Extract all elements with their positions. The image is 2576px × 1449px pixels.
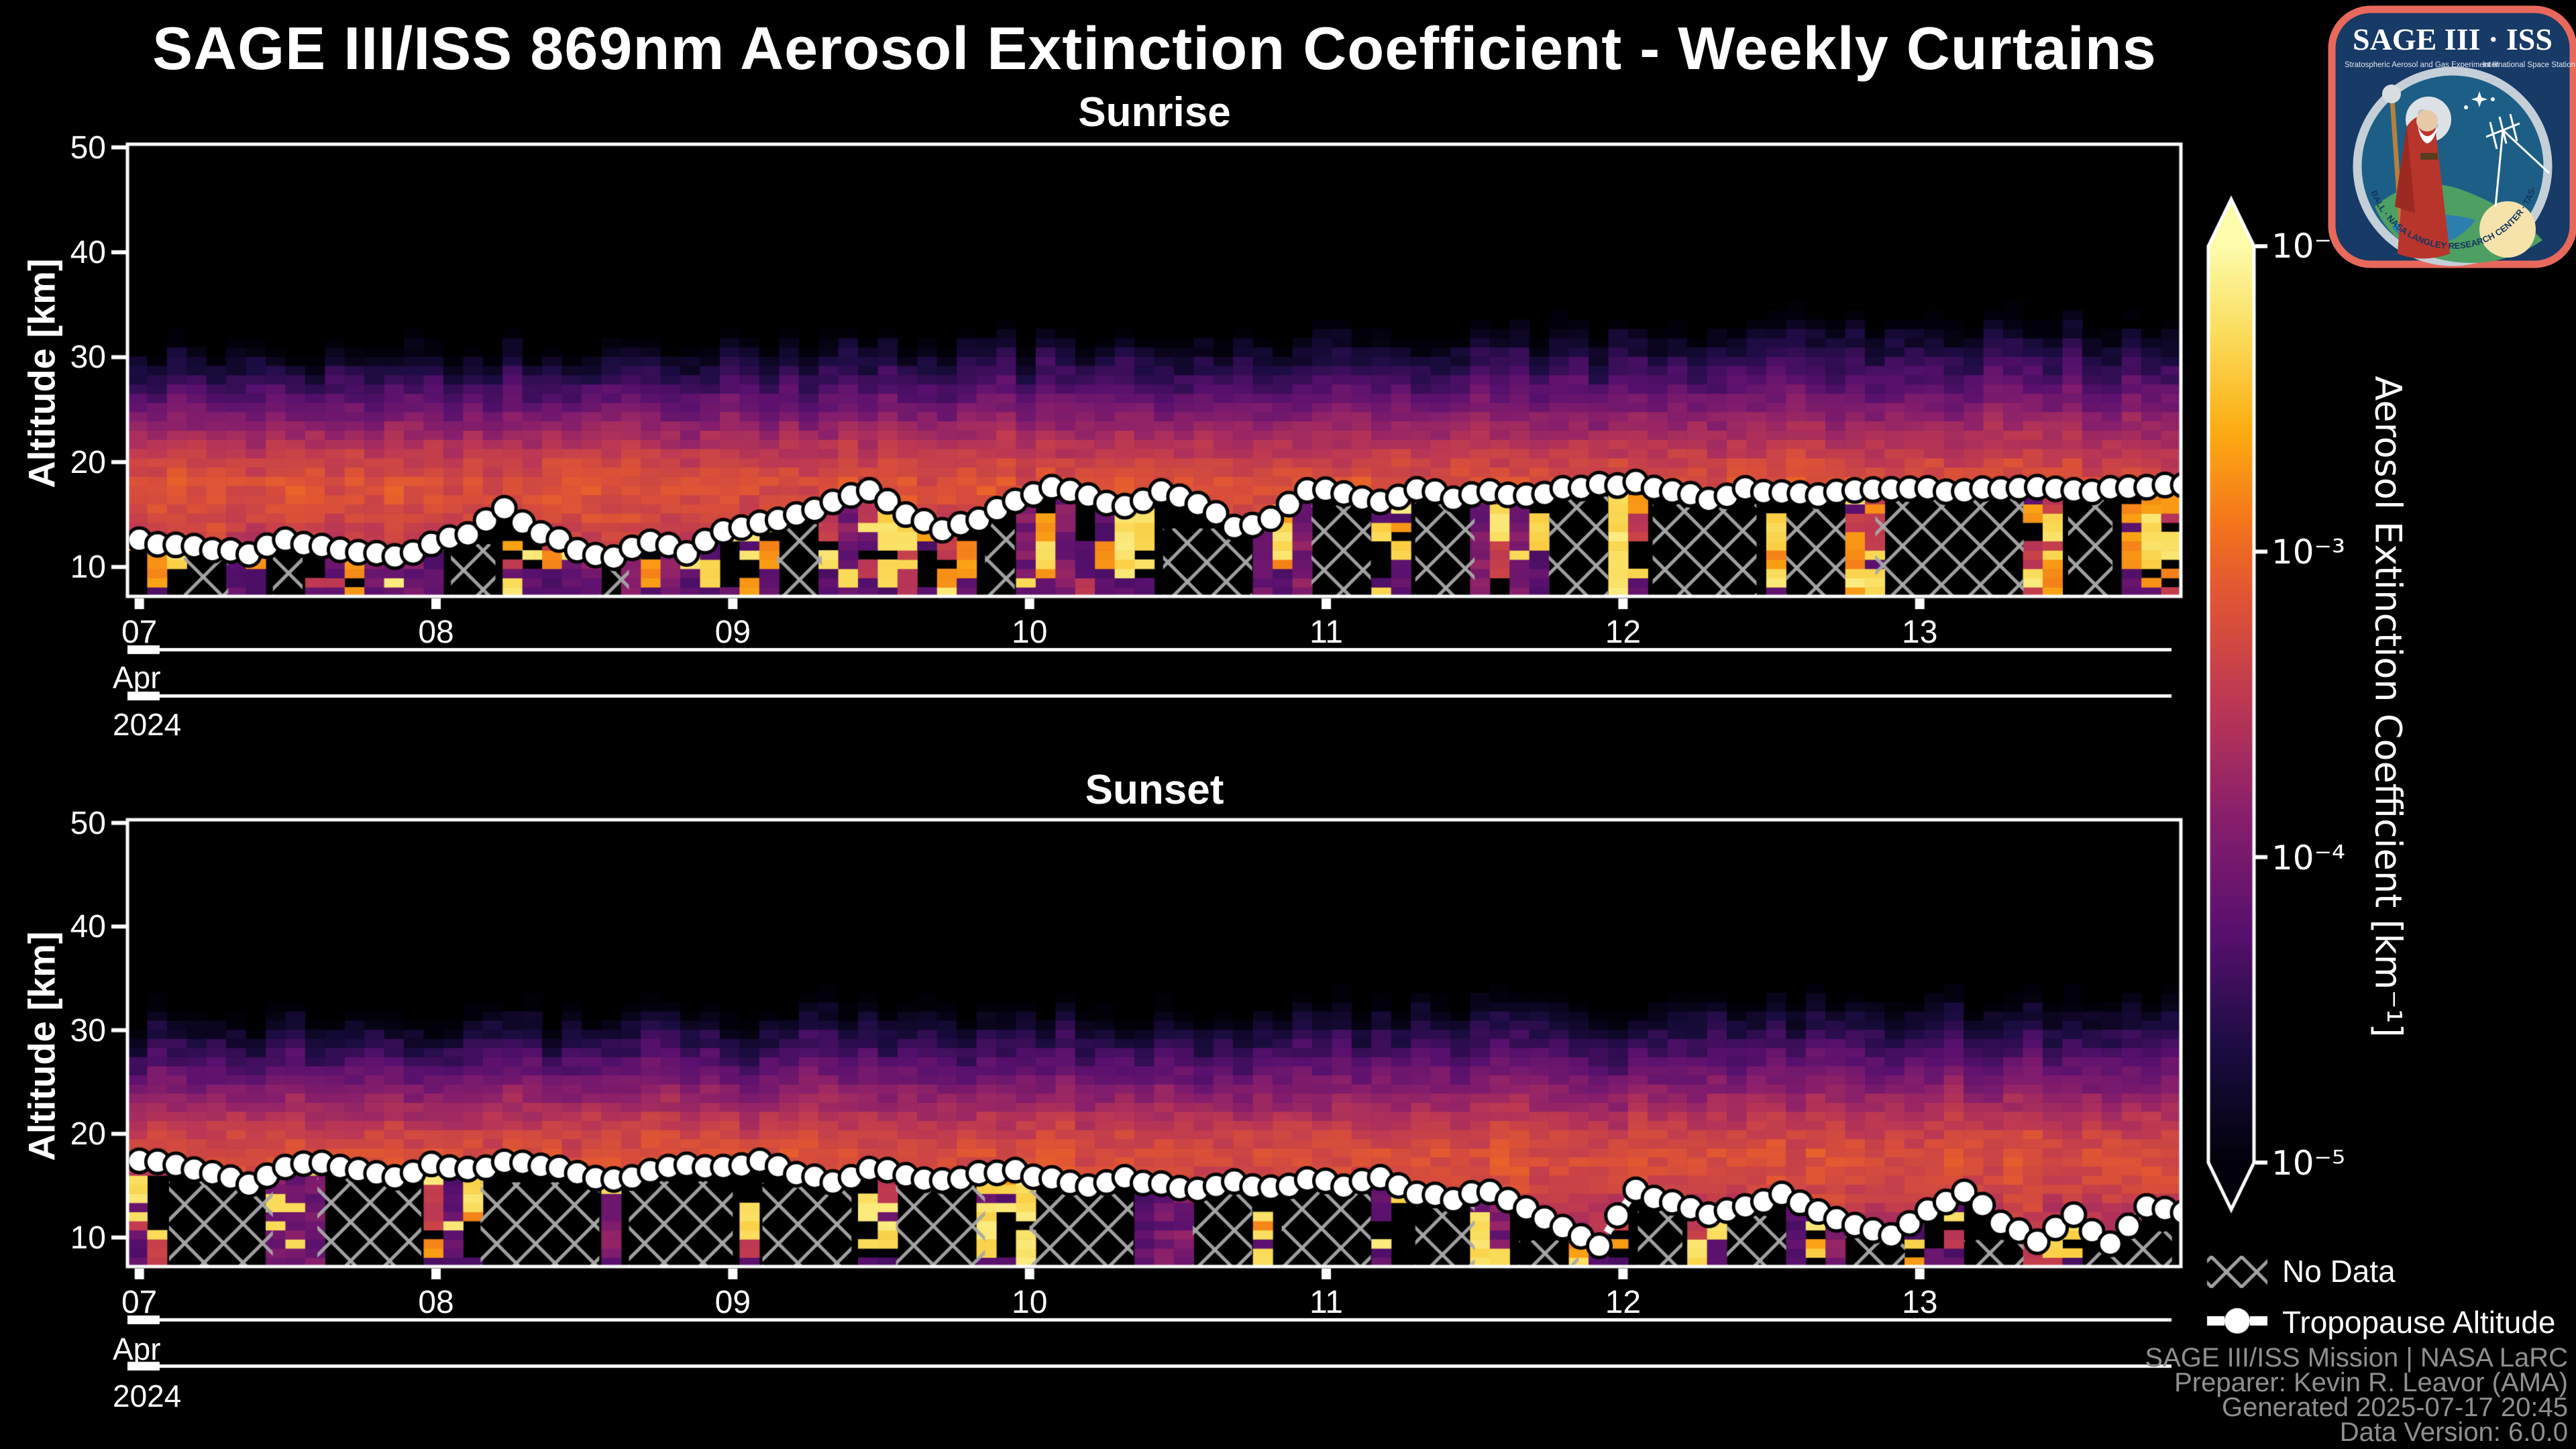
logo-stars bbox=[2464, 91, 2495, 109]
sunrise-panel-title: Sunrise bbox=[1078, 89, 1231, 136]
x-tick-label: 10 bbox=[1012, 1285, 1048, 1320]
logo-wizard bbox=[2382, 85, 2450, 259]
sunset-panel-title: Sunset bbox=[1085, 767, 1224, 813]
x-tick-label: 10 bbox=[1012, 614, 1048, 650]
attribution-line: Data Version: 6.0.0 bbox=[2339, 1417, 2568, 1447]
x-tick-label: 11 bbox=[1309, 614, 1343, 650]
x-tick-label: 12 bbox=[1605, 614, 1642, 650]
attribution-line: Generated 2025-07-17 20:45 bbox=[2222, 1393, 2568, 1422]
x-tick-label: 07 bbox=[121, 1285, 158, 1320]
y-tick-label: 30 bbox=[70, 339, 106, 376]
logo-subtitle-left: Stratospheric Aerosol and Gas Experiment… bbox=[2345, 61, 2499, 69]
y-tick-label: 50 bbox=[70, 129, 106, 166]
sunset-year-label: 2024 bbox=[113, 1379, 182, 1413]
page-title: SAGE III/ISS 869nm Aerosol Extinction Co… bbox=[152, 15, 2157, 83]
logo-sun bbox=[2479, 201, 2536, 258]
x-tick-label: 07 bbox=[121, 614, 158, 650]
sunrise-month-label: Apr bbox=[113, 660, 161, 695]
y-tick-label: 20 bbox=[70, 1116, 106, 1152]
x-tick-label: 09 bbox=[714, 614, 751, 650]
x-tick-label: 12 bbox=[1605, 1285, 1642, 1320]
y-tick-label: 30 bbox=[70, 1012, 106, 1049]
sunrise-year-label: 2024 bbox=[113, 707, 182, 742]
logo-title: SAGE III · ISS bbox=[2353, 22, 2553, 56]
attribution-line: SAGE III/ISS Mission | NASA LaRC bbox=[2145, 1343, 2568, 1373]
colorbar-tick-1e-3: 10⁻³ bbox=[2271, 533, 2346, 572]
colorbar-title: Aerosol Extinction Coefficient [km⁻¹] bbox=[2367, 376, 2410, 1038]
logo-iss bbox=[2485, 113, 2551, 207]
colorbar-tick-1e-5: 10⁻⁵ bbox=[2271, 1144, 2346, 1183]
y-tick-label: 50 bbox=[70, 805, 106, 841]
y-tick-label: 10 bbox=[70, 1220, 106, 1256]
x-tick-label: 11 bbox=[1309, 1285, 1343, 1320]
attribution-line: Preparer: Kevin R. Leavor (AMA) bbox=[2174, 1368, 2568, 1397]
logo-subtitle-right: International Space Station bbox=[2483, 61, 2575, 69]
y-tick-label: 40 bbox=[70, 235, 106, 271]
colorbar-tick-1e-4: 10⁻⁴ bbox=[2271, 839, 2346, 877]
x-tick-label: 08 bbox=[418, 614, 454, 650]
x-tick-label: 08 bbox=[418, 1285, 454, 1320]
sunset-month-label: Apr bbox=[113, 1332, 161, 1366]
legend-no-data-label: No Data bbox=[2282, 1254, 2396, 1289]
x-tick-label: 09 bbox=[714, 1285, 751, 1320]
x-tick-label: 13 bbox=[1902, 1285, 1938, 1320]
mission-logo: SAGE III · ISS Stratospheric Aerosol and… bbox=[2328, 5, 2576, 268]
legend-tropopause-label: Tropopause Altitude bbox=[2282, 1305, 2556, 1340]
y-tick-label: 20 bbox=[70, 444, 106, 480]
attribution: SAGE III/ISS Mission | NASA LaRC Prepare… bbox=[2145, 1343, 2568, 1447]
x-tick-label: 13 bbox=[1902, 614, 1938, 650]
y-tick-label: 10 bbox=[70, 549, 106, 586]
y-tick-label: 40 bbox=[70, 909, 106, 945]
